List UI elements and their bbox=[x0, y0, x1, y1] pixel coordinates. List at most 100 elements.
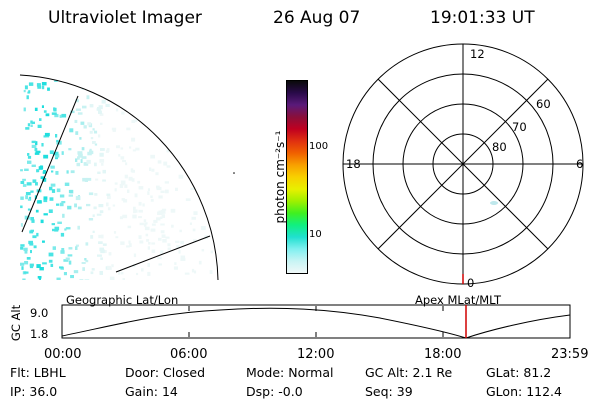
aurora-pixel bbox=[106, 202, 109, 207]
aurora-pixel bbox=[31, 121, 35, 124]
aurora-pixel bbox=[113, 231, 117, 234]
aurora-pixel bbox=[151, 249, 156, 253]
aurora-pixel bbox=[100, 257, 103, 260]
aurora-pixel bbox=[29, 263, 34, 267]
aurora-pixel bbox=[55, 134, 58, 138]
aurora-pixel bbox=[68, 194, 73, 197]
aurora-pixel bbox=[35, 150, 41, 154]
aurora-pixel bbox=[45, 113, 50, 117]
aurora-pixel bbox=[137, 180, 141, 184]
aurora-pixel bbox=[120, 147, 124, 150]
aurora-pixel bbox=[157, 211, 162, 215]
aurora-pixel bbox=[128, 240, 131, 244]
aurora-pixel bbox=[34, 107, 38, 111]
aurora-pixel bbox=[138, 235, 142, 239]
aurora-pixel bbox=[53, 107, 56, 111]
aurora-pixel bbox=[73, 270, 79, 274]
aurora-pixel bbox=[92, 230, 95, 233]
aurora-pixel bbox=[86, 159, 91, 164]
aurora-pixel bbox=[30, 250, 32, 254]
aurora-pixel bbox=[173, 266, 178, 270]
aurora-pixel bbox=[161, 214, 165, 218]
aurora-pixel bbox=[51, 170, 54, 173]
aurora-pixel bbox=[29, 265, 34, 269]
aurora-pixel bbox=[74, 203, 77, 208]
aurora-pixel bbox=[48, 209, 53, 213]
aurora-pixel bbox=[78, 153, 83, 158]
aurora-pixel bbox=[201, 249, 205, 252]
colorbar-tick-100: 100 bbox=[309, 141, 329, 152]
aurora-pixel bbox=[43, 213, 48, 216]
aurora-pixel bbox=[26, 257, 31, 260]
aurora-pixel bbox=[37, 200, 42, 204]
aurora-pixel bbox=[81, 147, 85, 151]
aurora-pixel bbox=[61, 113, 67, 118]
aurora-pixel bbox=[102, 179, 106, 182]
aurora-pixel bbox=[77, 206, 82, 210]
aurora-pixel bbox=[138, 216, 142, 219]
aurora-pixel bbox=[100, 122, 103, 125]
aurora-pixel bbox=[194, 270, 197, 274]
aurora-pixel bbox=[58, 140, 62, 145]
aurora-pixel bbox=[90, 235, 94, 239]
aurora-pixel bbox=[176, 245, 180, 248]
aurora-pixel bbox=[105, 103, 110, 107]
earth-limb bbox=[19, 74, 219, 281]
info-glon: GLon: 112.4 bbox=[486, 384, 562, 399]
aurora-pixel bbox=[88, 192, 94, 196]
colorbar-tick-10: 10 bbox=[309, 229, 322, 240]
aurora-pixel bbox=[28, 240, 33, 245]
date-label: 26 Aug 07 bbox=[273, 8, 361, 28]
aurora-pixel bbox=[133, 253, 137, 258]
aurora-pixel bbox=[56, 140, 60, 145]
aurora-pixel bbox=[144, 222, 148, 225]
aurora-pixel bbox=[61, 201, 66, 204]
aurora-pixel bbox=[38, 278, 41, 280]
aurora-pixel bbox=[101, 99, 106, 104]
aurora-pixel bbox=[81, 156, 87, 159]
info-flt: Flt: LBHL bbox=[10, 365, 66, 380]
aurora-pixel bbox=[150, 198, 154, 202]
aurora-pixel bbox=[31, 140, 36, 144]
aurora-pixel bbox=[70, 275, 74, 279]
aurora-pixel bbox=[77, 156, 80, 160]
aurora-pixel bbox=[40, 219, 44, 224]
aurora-pixel bbox=[167, 243, 171, 247]
aurora-pixel bbox=[131, 137, 136, 142]
aurora-pixel bbox=[151, 168, 155, 172]
aurora-pixel bbox=[59, 202, 64, 207]
altitude-axis-label: GC Alt bbox=[9, 304, 23, 342]
aurora-pixel bbox=[61, 151, 64, 155]
aurora-pixel bbox=[98, 134, 101, 138]
aurora-pixel bbox=[132, 214, 137, 219]
aurora-pixel bbox=[93, 130, 98, 134]
aurora-pixel bbox=[147, 246, 150, 250]
aurora-pixel bbox=[106, 193, 111, 196]
aurora-pixel bbox=[178, 250, 181, 254]
aurora-pixel bbox=[133, 119, 138, 123]
aurora-pixel bbox=[178, 174, 184, 179]
aurora-pixel bbox=[131, 178, 135, 182]
aurora-pixel bbox=[37, 124, 42, 128]
aurora-pixel bbox=[20, 181, 25, 184]
aurora-pixel bbox=[143, 219, 147, 222]
aurora-pixel bbox=[37, 85, 42, 89]
aurora-pixel bbox=[191, 216, 196, 220]
aurora-pixel bbox=[43, 135, 47, 138]
aurora-pixel bbox=[20, 246, 24, 250]
aurora-pixel bbox=[129, 243, 132, 247]
aurora-pixel bbox=[94, 193, 98, 196]
aurora-pixel bbox=[123, 199, 128, 203]
aurora-pixel bbox=[171, 224, 174, 228]
aurora-pixel bbox=[191, 268, 195, 273]
aurora-pixel bbox=[158, 237, 162, 241]
aurora-pixel bbox=[166, 165, 171, 168]
aurora-pixel bbox=[54, 113, 59, 118]
aurora-pixel bbox=[88, 218, 94, 221]
aurora-pixel bbox=[92, 128, 95, 131]
geo-grid-line bbox=[21, 95, 79, 233]
aurora-pixel bbox=[79, 279, 84, 280]
aurora-pixel bbox=[155, 172, 159, 176]
aurora-pixel bbox=[108, 252, 112, 256]
aurora-pixel bbox=[29, 230, 34, 234]
